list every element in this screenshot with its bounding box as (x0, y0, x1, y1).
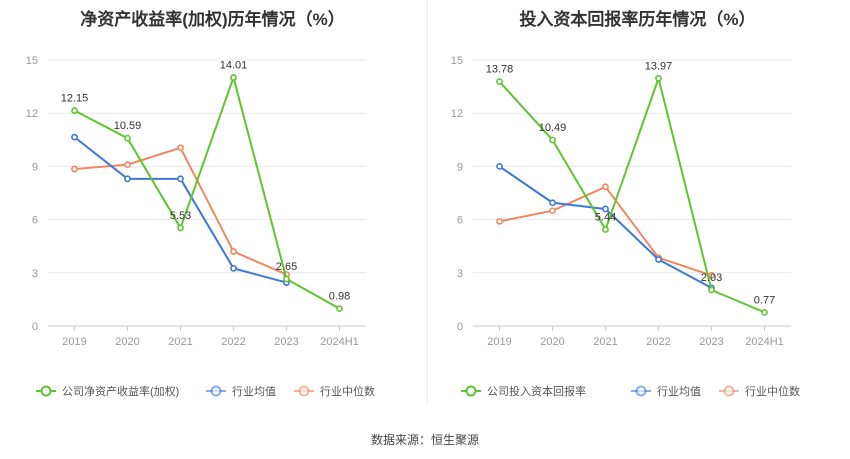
data-label: 12.15 (61, 93, 89, 105)
x-tick-label: 2020 (540, 336, 564, 348)
x-tick-label: 2021 (168, 336, 192, 348)
roe-chart-title: 净资产收益率(加权)历年情况（%） (80, 10, 345, 29)
legend-label: 行业中位数 (320, 384, 375, 398)
data-point (230, 248, 237, 255)
legend-label: 行业中位数 (745, 384, 800, 398)
data-point (496, 162, 503, 170)
data-label: 0.98 (329, 291, 350, 303)
legend-marker (40, 385, 52, 397)
x-tick-label: 2020 (115, 336, 139, 348)
data-point (177, 224, 184, 232)
data-source-label: 数据来源：恒生聚源 (370, 433, 479, 447)
data-label: 5.53 (170, 210, 191, 222)
data-label: 13.97 (645, 60, 673, 72)
y-tick-label: 3 (32, 268, 38, 280)
y-tick-label: 15 (451, 55, 463, 67)
legend-marker (723, 385, 735, 397)
legend-label: 公司投入资本回报率 (487, 384, 586, 398)
data-point (230, 74, 237, 81)
data-point (549, 199, 556, 207)
data-point (336, 305, 343, 313)
y-tick-label: 6 (32, 215, 38, 227)
data-label: 0.77 (754, 294, 775, 306)
data-label: 10.49 (539, 122, 567, 134)
data-point (708, 272, 715, 279)
y-tick-label: 6 (457, 215, 463, 227)
x-tick-label: 2022 (221, 336, 245, 348)
legend-marker (210, 385, 222, 397)
data-point (124, 175, 131, 183)
data-point (708, 286, 715, 294)
data-point (761, 308, 768, 316)
roic-chart-panel: 投入资本回报率历年情况（%） 0 3 6 9 12 15 2019 2020 2021 2022 2… (425, 0, 850, 459)
x-tick-label: 2022 (646, 336, 670, 348)
data-point (71, 133, 78, 141)
data-point (602, 183, 609, 191)
data-label: 2.03 (701, 272, 722, 284)
legend-marker (635, 385, 647, 397)
data-point (283, 275, 290, 283)
series-line (74, 76, 340, 310)
series-line (498, 77, 765, 314)
y-tick-label: 12 (26, 108, 38, 120)
data-point (655, 256, 662, 263)
data-point (655, 74, 662, 82)
y-tick-label: 0 (32, 321, 38, 333)
data-point (549, 207, 556, 215)
data-point (549, 136, 556, 144)
data-label: 5.44 (595, 212, 616, 224)
data-point (230, 264, 237, 272)
legend-marker (298, 385, 310, 397)
roe-chart-panel: 净资产收益率(加权)历年情况（%） 0 3 6 9 12 15 2019 2020 2021 20… (26, 10, 375, 398)
legend-marker (465, 385, 477, 397)
data-point (71, 107, 78, 114)
y-tick-label: 0 (457, 321, 463, 333)
y-tick-label: 3 (457, 268, 463, 280)
x-tick-label: 2024H1 (320, 336, 359, 348)
data-label: 2.65 (276, 261, 297, 273)
x-tick-label: 2024H1 (745, 336, 784, 348)
x-tick-label: 2019 (487, 336, 511, 348)
x-tick-label: 2023 (274, 336, 298, 348)
data-point (71, 165, 78, 173)
data-label: 13.78 (486, 64, 514, 76)
data-point (124, 134, 131, 142)
y-tick-label: 9 (457, 161, 463, 173)
data-point (602, 226, 609, 233)
y-tick-label: 9 (32, 161, 38, 173)
y-tick-label: 12 (451, 108, 463, 120)
data-label: 10.59 (114, 120, 142, 132)
legend-label: 行业均值 (232, 385, 276, 398)
legend-label: 行业均值 (657, 385, 701, 398)
roic-chart: 0 3 6 9 12 15 2019 2020 2021 2022 2023 2024H1 13.78 1… (451, 55, 800, 398)
data-point (177, 175, 184, 183)
data-point (602, 205, 609, 213)
panel-divider (427, 0, 428, 405)
x-tick-label: 2023 (699, 336, 723, 348)
roic-chart-title: 投入资本回报率历年情况（%） (519, 10, 756, 29)
data-point (496, 78, 503, 86)
data-point (496, 217, 503, 225)
data-label: 14.01 (220, 60, 248, 72)
x-tick-label: 2021 (593, 336, 617, 348)
legend-label: 公司净资产收益率(加权) (62, 384, 179, 398)
roe-chart: 0 3 6 9 12 15 2019 2020 2021 2022 2023 2024H1 12.15 1… (26, 55, 375, 398)
y-tick-label: 15 (26, 55, 38, 67)
data-point (177, 144, 184, 152)
x-tick-label: 2019 (62, 336, 86, 348)
data-point (124, 161, 131, 169)
